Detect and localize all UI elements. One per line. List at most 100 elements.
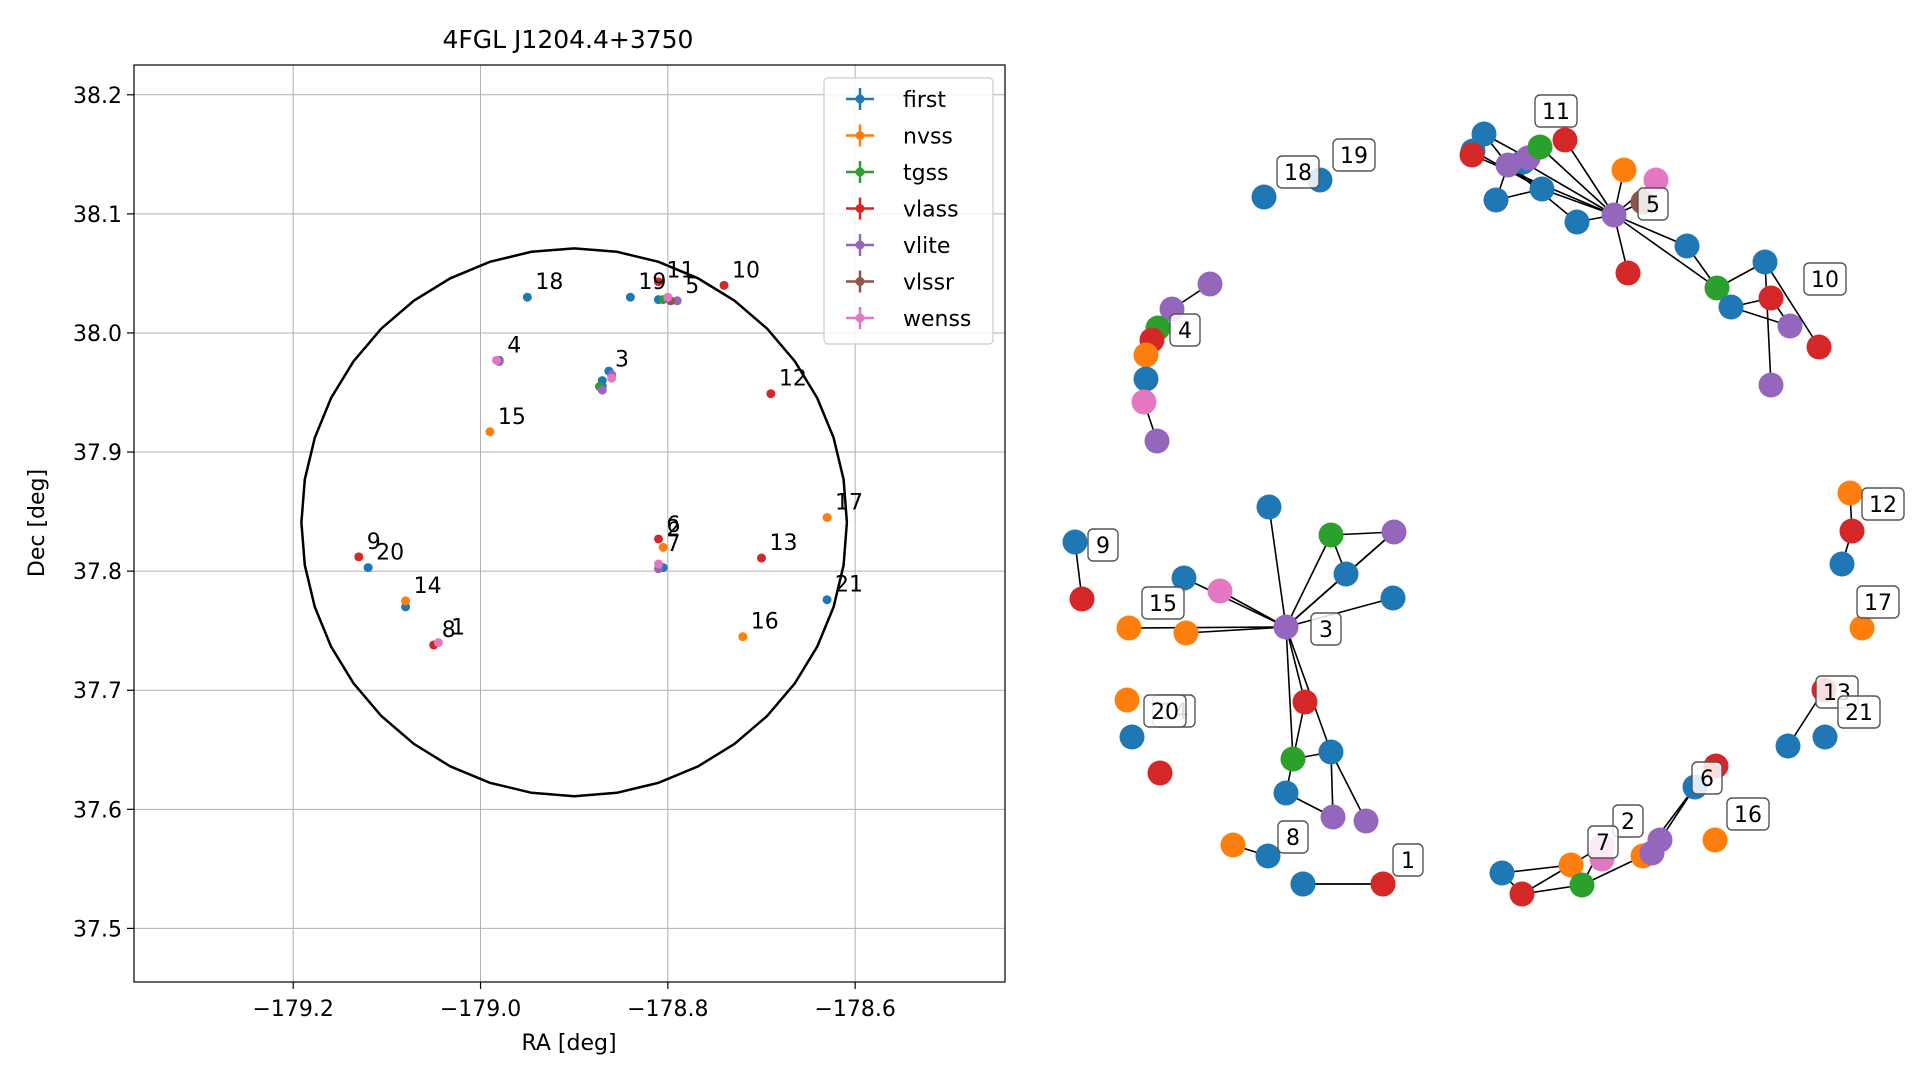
graph-edge <box>1285 534 1332 628</box>
legend-label: first <box>903 88 946 113</box>
graph-edge <box>1613 214 1718 289</box>
legend-label: wenss <box>903 307 971 332</box>
node-label: 17 <box>1856 585 1900 619</box>
graph-node-tgss <box>1704 275 1730 301</box>
graph-node-first <box>1775 733 1801 759</box>
node-layer <box>1062 121 1875 907</box>
node-label-text: 12 <box>1869 493 1897 518</box>
y-tick-label: 37.8 <box>73 560 122 585</box>
legend-frame <box>823 77 994 345</box>
graph-node-nvss <box>1220 832 1246 858</box>
graph-node-vlass <box>1615 260 1641 286</box>
data-point-wenss <box>653 559 663 569</box>
legend-item-wenss: wenss <box>846 307 971 332</box>
tick-layer: −179.2 −179.0 −178.8 −178.6 37.5 37.6 37.7 37.8… <box>73 84 896 1022</box>
node-label-box <box>1310 612 1342 646</box>
graph-node-vlite <box>1381 519 1407 545</box>
node-label: 8 <box>1277 820 1309 854</box>
graph-edge <box>1128 626 1287 629</box>
search-circle <box>300 247 849 798</box>
node-label: 18 <box>1276 155 1320 189</box>
node-label: 11 <box>1534 94 1578 128</box>
source-annotation: 1 <box>451 616 465 641</box>
node-label: 9 <box>1087 528 1119 562</box>
node-label-box <box>1392 843 1424 877</box>
points-layer <box>354 277 832 650</box>
search-circle-layer <box>300 247 849 798</box>
data-point-vlite <box>597 385 607 395</box>
source-annotation: 6 <box>666 513 680 538</box>
legend-label: vlssr <box>903 271 955 296</box>
graph-node-vlass <box>1758 285 1784 311</box>
node-label: 15 <box>1141 586 1185 620</box>
graph-node-first <box>1119 724 1145 750</box>
source-annotation: 20 <box>376 541 404 566</box>
graph-node-nvss <box>1837 480 1863 506</box>
graph-node-tgss <box>1318 522 1344 548</box>
graph-node-vlite <box>1601 202 1627 228</box>
source-annotation: 11 <box>666 258 694 283</box>
graph-node-wenss <box>1643 167 1669 193</box>
graph-node-first <box>1318 739 1344 765</box>
graph-node-vlass <box>1806 334 1832 360</box>
node-label-text: 2 <box>1621 810 1635 835</box>
legend-item-tgss: tgss <box>846 161 949 186</box>
legend-item-vlass: vlass <box>846 197 959 223</box>
legend-marker-dot <box>855 277 865 286</box>
node-label-text: 18 <box>1284 161 1312 186</box>
graph-node-vlass <box>1147 760 1173 786</box>
graph-node-nvss <box>1558 852 1584 878</box>
graph-node-tgss <box>1527 134 1553 160</box>
node-label-box <box>1856 585 1900 619</box>
graph-edge <box>1613 214 1688 247</box>
graph-node-first <box>1489 860 1515 886</box>
node-label: 3 <box>1310 612 1342 646</box>
graph-edge <box>1764 261 1820 348</box>
source-annotation: 5 <box>685 274 699 299</box>
data-point-vlass <box>354 552 364 562</box>
source-annotation: 13 <box>769 531 797 556</box>
source-annotation: 12 <box>779 367 807 392</box>
legend-marker-dot <box>855 240 865 250</box>
x-tick-label: −179.0 <box>440 997 521 1022</box>
legend-label: vlass <box>903 198 959 223</box>
graph-node-vlite <box>1144 428 1170 454</box>
source-annotation: 17 <box>835 491 863 516</box>
graph-node-first <box>1812 724 1838 750</box>
node-label-text: 11 <box>1542 100 1570 125</box>
graph-edge <box>1185 626 1287 634</box>
node-label-text: 21 <box>1845 701 1873 726</box>
legend-marker-dot <box>855 313 865 323</box>
legend-marker-dot <box>855 94 865 104</box>
legend-marker-dot <box>855 204 865 213</box>
source-annotation: 2 <box>666 517 680 542</box>
data-point-first <box>363 563 373 573</box>
graph-node-nvss <box>1173 620 1199 646</box>
node-label-box <box>1837 695 1881 729</box>
source-annotation: 15 <box>498 405 526 430</box>
y-tick-label: 37.6 <box>73 798 122 823</box>
y-tick-label: 38.2 <box>73 84 122 109</box>
source-annotation: 10 <box>732 258 760 283</box>
graph-node-first <box>1171 565 1197 591</box>
source-annotation: 21 <box>835 573 863 598</box>
node-label-text: 3 <box>1319 618 1333 643</box>
node-label-text: 10 <box>1811 268 1839 293</box>
data-point-wenss <box>433 638 443 648</box>
x-tick-label: −178.8 <box>627 997 708 1022</box>
graph-node-first <box>1483 187 1509 213</box>
x-tick-label: −178.6 <box>814 997 895 1022</box>
graph-edge <box>1268 506 1287 628</box>
graph-node-vlass <box>1069 586 1095 612</box>
y-tick-label: 37.7 <box>73 679 122 704</box>
node-label-box <box>1637 187 1669 221</box>
node-label: 5 <box>1637 187 1669 221</box>
graph-node-first <box>1829 551 1855 577</box>
graph-node-nvss <box>1849 615 1875 641</box>
y-axis-label: Dec [deg] <box>25 469 50 577</box>
network-graph-panel: 123456789101112131415161718192021 <box>1062 94 1905 907</box>
legend-item-nvss: nvss <box>846 124 953 150</box>
graph-node-tgss <box>1569 872 1595 898</box>
